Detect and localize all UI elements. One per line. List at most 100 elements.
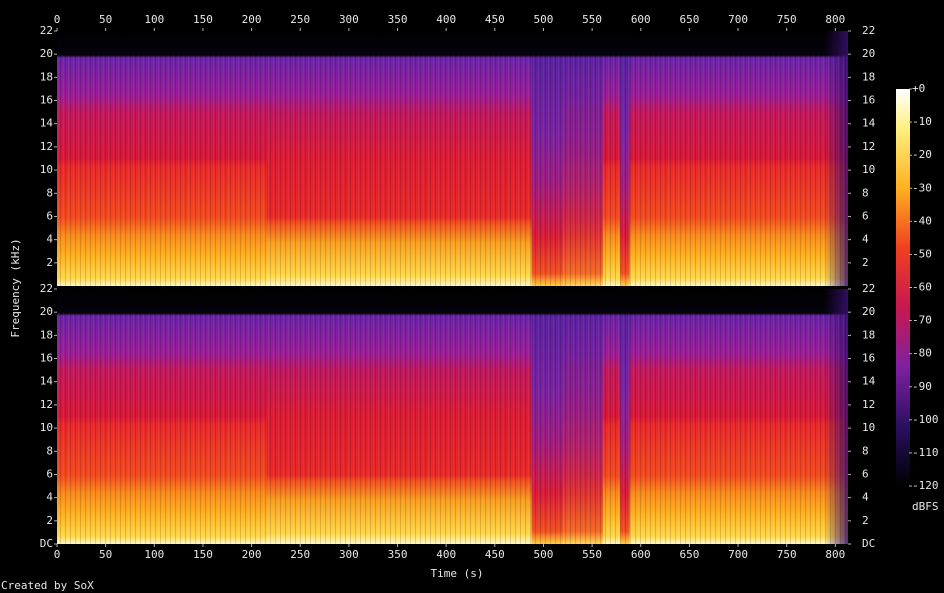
y-tick-label: 16 [40, 352, 53, 365]
y-tick-label: 14 [40, 117, 54, 130]
y-tick-label-right: 6 [862, 209, 869, 222]
x-tick-label: 800 [825, 548, 845, 561]
spectrogram-texture [57, 55, 848, 286]
y-tick-label-right: 18 [862, 70, 875, 83]
colorbar-tick-label: -100 [912, 413, 939, 426]
x-tick-label: 100 [144, 548, 164, 561]
y-tick-label: 14 [40, 375, 54, 388]
y-axis-label: Frequency (kHz) [9, 238, 22, 337]
colorbar-label: dBFS [912, 500, 939, 513]
colorbar-tick-label: -70 [912, 314, 932, 327]
y-tick-label-right: 18 [862, 328, 875, 341]
x-tick-label: 200 [242, 13, 262, 26]
y-tick-label-right: 16 [862, 352, 875, 365]
y-tick-label-right: DC [862, 537, 875, 550]
x-tick-label: 550 [582, 13, 602, 26]
y-tick-label-right: 8 [862, 186, 869, 199]
y-tick-label: 12 [40, 140, 53, 153]
colorbar-tick-label: -50 [912, 247, 932, 260]
y-tick-label-right: 10 [862, 163, 875, 176]
y-tick-label: 20 [40, 305, 53, 318]
x-tick-label: 650 [679, 548, 699, 561]
colorbar-tick-label: -60 [912, 281, 932, 294]
x-tick-label: 250 [290, 548, 310, 561]
y-tick-label: 8 [46, 186, 53, 199]
x-tick-label: 500 [534, 548, 554, 561]
x-tick-label: 100 [144, 13, 164, 26]
y-tick-label-right: 2 [862, 514, 869, 527]
colorbar-tick-label: +0 [912, 82, 925, 95]
y-tick-label-right: 22 [862, 282, 875, 295]
y-tick-label-right: 4 [862, 233, 869, 246]
y-tick-label: 6 [46, 209, 53, 222]
x-tick-label: 600 [631, 13, 651, 26]
y-tick-label: 10 [40, 421, 53, 434]
x-tick-label: 150 [193, 13, 213, 26]
y-tick-label-right: 22 [862, 24, 875, 37]
y-tick-label: 6 [46, 467, 53, 480]
x-tick-label: 700 [728, 13, 748, 26]
colorbar-tick-label: -80 [912, 347, 932, 360]
x-tick-label: 450 [485, 548, 505, 561]
x-tick-label: 0 [54, 548, 61, 561]
x-tick-label: 350 [388, 13, 408, 26]
y-tick-label: 22 [40, 24, 53, 37]
y-tick-label-right: 12 [862, 398, 875, 411]
y-tick-label-right: 6 [862, 467, 869, 480]
x-tick-label: 700 [728, 548, 748, 561]
x-tick-label: 300 [339, 13, 359, 26]
y-tick-label-right: 14 [862, 117, 876, 130]
x-tick-label: 600 [631, 548, 651, 561]
y-tick-label: 12 [40, 398, 53, 411]
colorbar-tick-label: -90 [912, 380, 932, 393]
y-tick-label-right: 20 [862, 305, 875, 318]
x-tick-label: 400 [436, 548, 456, 561]
colorbar-tick-label: -30 [912, 181, 932, 194]
colorbar-tick-label: -40 [912, 214, 932, 227]
colorbar-tick-label: -20 [912, 148, 932, 161]
x-tick-label: 750 [777, 13, 797, 26]
x-tick-label: 400 [436, 13, 456, 26]
y-tick-label: 4 [46, 491, 53, 504]
colorbar-tick-label: -120 [912, 479, 939, 492]
colorbar-tick-label: -110 [912, 446, 939, 459]
x-tick-label: 200 [242, 548, 262, 561]
y-tick-label-right: 16 [862, 94, 875, 107]
y-tick-label: 16 [40, 94, 53, 107]
y-tick-label: DC [40, 537, 53, 550]
x-tick-label: 800 [825, 13, 845, 26]
footer: Created by SoX [1, 579, 94, 592]
y-tick-label: 2 [46, 514, 53, 527]
y-tick-label-right: 20 [862, 47, 875, 60]
x-tick-label: 150 [193, 548, 213, 561]
x-tick-label: 550 [582, 548, 602, 561]
y-tick-label-right: 12 [862, 140, 875, 153]
y-tick-label: 8 [46, 444, 53, 457]
y-tick-label: 2 [46, 256, 53, 269]
y-tick-label: 4 [46, 233, 53, 246]
x-tick-label: 500 [534, 13, 554, 26]
x-tick-label: 450 [485, 13, 505, 26]
y-tick-label: 18 [40, 70, 53, 83]
colorbar [896, 89, 910, 486]
x-tick-label: 250 [290, 13, 310, 26]
y-tick-label-right: 8 [862, 444, 869, 457]
x-tick-label: 750 [777, 548, 797, 561]
y-tick-label: 18 [40, 328, 53, 341]
spectrogram-texture [57, 313, 848, 544]
y-tick-label: 20 [40, 47, 53, 60]
x-axis-label: Time (s) [431, 567, 484, 580]
y-tick-label: 10 [40, 163, 53, 176]
y-tick-label-right: 4 [862, 491, 869, 504]
x-tick-label: 50 [99, 548, 112, 561]
x-tick-label: 50 [99, 13, 112, 26]
y-tick-label-right: 2 [862, 256, 869, 269]
colorbar-tick-label: -10 [912, 115, 932, 128]
plots [57, 31, 848, 544]
x-tick-label: 350 [388, 548, 408, 561]
y-tick-label-right: 10 [862, 421, 875, 434]
x-tick-label: 300 [339, 548, 359, 561]
x-tick-label: 650 [679, 13, 699, 26]
